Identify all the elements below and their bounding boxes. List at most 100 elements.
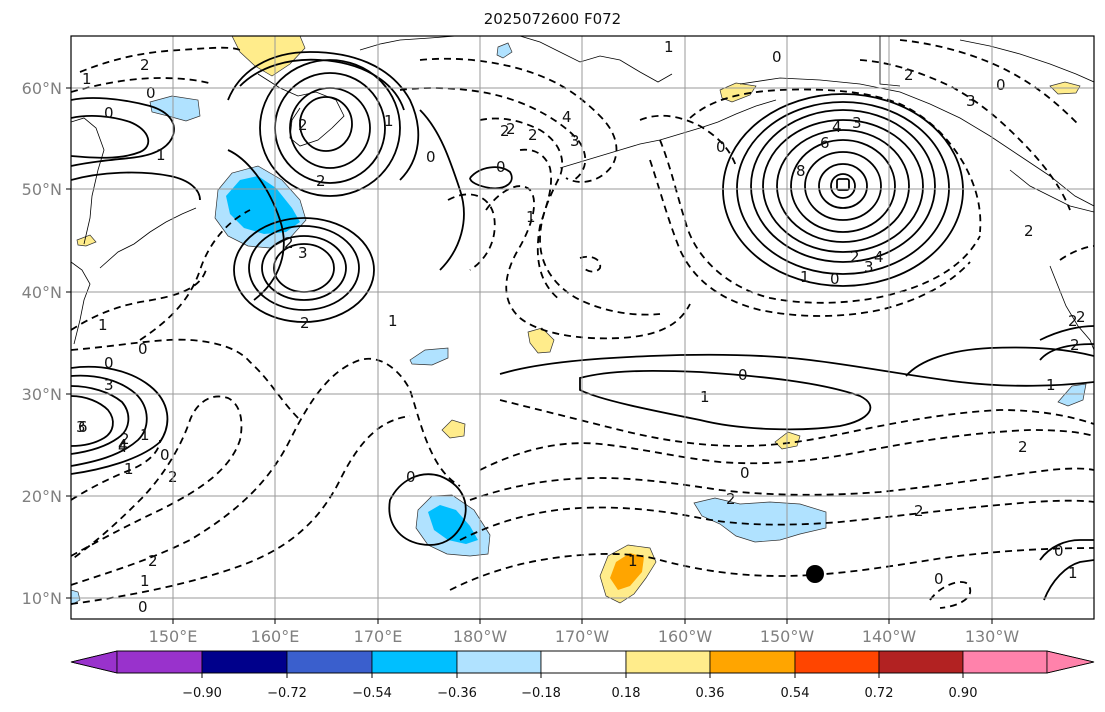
contour-label: 3 bbox=[76, 418, 86, 436]
contour-label: 2 bbox=[148, 552, 158, 570]
contour-label: 0 bbox=[406, 468, 416, 486]
contour-label: 4 bbox=[874, 248, 884, 266]
contour-label: 0 bbox=[104, 104, 114, 122]
contour-label: 0 bbox=[772, 48, 782, 66]
contour-label: 0 bbox=[830, 270, 840, 288]
colorbar-tick-label: −0.18 bbox=[521, 686, 561, 701]
lon-label: 160°W bbox=[658, 627, 713, 646]
contour-label: 1 bbox=[628, 552, 638, 570]
longitude-labels: 150°E 160°E 170°E 180°W 170°W 160°W 150°… bbox=[149, 627, 1020, 646]
colorbar-tick-label: −0.72 bbox=[267, 686, 307, 701]
colorbar-swatch bbox=[70, 650, 118, 674]
contour-label: 1 bbox=[388, 312, 398, 330]
contour-label: 0 bbox=[996, 76, 1006, 94]
coast-alaska-north bbox=[879, 36, 1094, 87]
lon-label: 160°E bbox=[251, 627, 300, 646]
contour-label: 2 bbox=[506, 120, 516, 138]
shade-yellow-north bbox=[231, 36, 306, 77]
colorbar-ticks bbox=[201, 673, 964, 678]
lon-label: 150°W bbox=[760, 627, 815, 646]
positive-contours bbox=[71, 51, 1094, 601]
contour-label: 2 bbox=[298, 116, 308, 134]
lat-label: 30°N bbox=[22, 385, 62, 404]
latitude-labels: 60°N 50°N 40°N 30°N 20°N 10°N bbox=[22, 79, 62, 608]
coast-bering-north bbox=[519, 36, 673, 83]
contour-label: 3 bbox=[104, 376, 114, 394]
shaded-regions bbox=[71, 36, 1087, 606]
contour-label: 1 bbox=[1046, 376, 1056, 394]
contour-label: 0 bbox=[104, 354, 114, 372]
contour-label: 2 bbox=[1018, 438, 1028, 456]
contour-label: 0 bbox=[138, 340, 148, 358]
contour-label: 2 bbox=[1024, 222, 1034, 240]
contour-label: 2 bbox=[528, 126, 538, 144]
contour-label: 0 bbox=[740, 464, 750, 482]
contour-label: 0 bbox=[934, 570, 944, 588]
colorbar-swatch bbox=[794, 650, 880, 674]
colorbar-labels: −0.90 −0.72 −0.54 −0.36 −0.18 0.18 0.36 … bbox=[182, 686, 977, 701]
contour-label: 2 bbox=[120, 430, 130, 448]
storm-center-dot bbox=[806, 565, 824, 583]
colorbar-swatch bbox=[540, 650, 627, 674]
colorbar-swatch bbox=[1046, 650, 1095, 674]
contour-label: 2 bbox=[1076, 308, 1086, 326]
contour-label: 0 bbox=[138, 598, 148, 616]
colorbar-tick-label: 0.36 bbox=[696, 686, 725, 701]
coast-sakhalin-japan bbox=[71, 261, 91, 345]
contour-label: 0 bbox=[160, 446, 170, 464]
colorbar bbox=[70, 650, 1095, 674]
colorbar-swatch bbox=[625, 650, 711, 674]
map-title: 2025072600 F072 bbox=[483, 10, 622, 28]
lon-label: 130°W bbox=[965, 627, 1020, 646]
lat-label: 60°N bbox=[22, 79, 62, 98]
colorbar-tick-label: −0.54 bbox=[352, 686, 392, 701]
contour-label: 2 bbox=[850, 248, 860, 266]
shade-blue-south bbox=[428, 505, 478, 544]
colorbar-tick-label: −0.90 bbox=[182, 686, 222, 701]
contour-label: 1 bbox=[526, 208, 536, 226]
negative-contours bbox=[71, 39, 1094, 609]
contour-label: 6 bbox=[78, 418, 88, 436]
shade-lightblue-nw bbox=[149, 95, 201, 122]
coast-westus bbox=[1049, 265, 1094, 351]
contour-label: 1 bbox=[140, 426, 150, 444]
lat-label: 40°N bbox=[22, 283, 62, 302]
colorbar-tick-label: 0.54 bbox=[781, 686, 810, 701]
coast-kuril-islands bbox=[99, 207, 197, 269]
contour-label: 4 bbox=[562, 108, 572, 126]
contour-label: 1 bbox=[384, 112, 394, 130]
colorbar-tick-label: 0.90 bbox=[949, 686, 978, 701]
lon-label: 170°W bbox=[555, 627, 610, 646]
contour-label: 0 bbox=[146, 84, 156, 102]
coast-okhotsk bbox=[257, 73, 345, 147]
colorbar-swatch bbox=[371, 650, 458, 674]
shade-lightblue-hawaii bbox=[693, 497, 827, 543]
contour-label: 1 bbox=[82, 70, 92, 88]
contour-label: 2 bbox=[140, 56, 150, 74]
coast-bc bbox=[1009, 169, 1094, 213]
contour-label: 2 bbox=[1068, 312, 1078, 330]
contour-label: 2 bbox=[316, 172, 326, 190]
shade-lightblue-east bbox=[1057, 383, 1087, 407]
contour-label: 4 bbox=[832, 118, 842, 136]
contour-label: 4 bbox=[118, 436, 128, 454]
colorbar-swatch bbox=[962, 650, 1048, 674]
contour-label: 3 bbox=[852, 114, 862, 132]
contour-label: 2 bbox=[1070, 336, 1080, 354]
contour-label: 1 bbox=[140, 572, 150, 590]
coast-aleutians bbox=[559, 99, 777, 169]
colorbar-swatch bbox=[201, 650, 288, 674]
contour-label: 8 bbox=[796, 162, 806, 180]
coast-kamchatka bbox=[71, 117, 105, 245]
contour-label: 1 bbox=[156, 146, 166, 164]
lon-label: 150°E bbox=[149, 627, 198, 646]
contour-label: 0 bbox=[426, 148, 436, 166]
contour-label: 0 bbox=[716, 138, 726, 156]
colorbar-swatch bbox=[709, 650, 796, 674]
contour-label: 3 bbox=[570, 132, 580, 150]
shade-yellow-west bbox=[76, 234, 97, 247]
contour-label: 1 bbox=[98, 316, 108, 334]
contour-label: 0 bbox=[738, 366, 748, 384]
contour-label: 3 bbox=[966, 92, 976, 110]
contour-label: 0 bbox=[496, 158, 506, 176]
